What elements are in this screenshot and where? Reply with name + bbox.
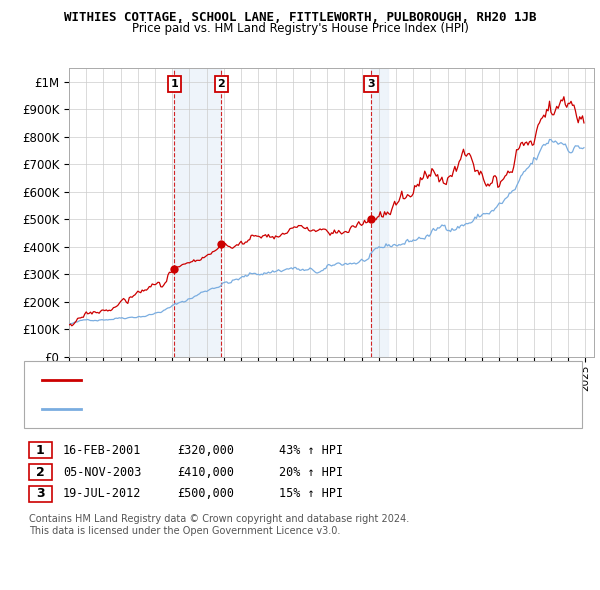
Text: 20% ↑ HPI: 20% ↑ HPI xyxy=(279,466,343,478)
Text: £410,000: £410,000 xyxy=(177,466,234,478)
Text: WITHIES COTTAGE, SCHOOL LANE, FITTLEWORTH, PULBOROUGH, RH20 1JB (detached h: WITHIES COTTAGE, SCHOOL LANE, FITTLEWORT… xyxy=(89,375,545,385)
Bar xyxy=(371,68,388,357)
Text: 15% ↑ HPI: 15% ↑ HPI xyxy=(279,487,343,500)
Text: 2: 2 xyxy=(36,466,44,478)
Bar xyxy=(175,68,221,357)
Text: 16-FEB-2001: 16-FEB-2001 xyxy=(63,444,142,457)
Text: 3: 3 xyxy=(367,78,375,88)
Text: 1: 1 xyxy=(36,444,44,457)
Text: £500,000: £500,000 xyxy=(177,487,234,500)
Text: WITHIES COTTAGE, SCHOOL LANE, FITTLEWORTH, PULBOROUGH, RH20 1JB: WITHIES COTTAGE, SCHOOL LANE, FITTLEWORT… xyxy=(64,11,536,24)
Text: £320,000: £320,000 xyxy=(177,444,234,457)
Text: Price paid vs. HM Land Registry's House Price Index (HPI): Price paid vs. HM Land Registry's House … xyxy=(131,22,469,35)
Text: 05-NOV-2003: 05-NOV-2003 xyxy=(63,466,142,478)
Text: 19-JUL-2012: 19-JUL-2012 xyxy=(63,487,142,500)
Text: 3: 3 xyxy=(36,487,44,500)
Text: This data is licensed under the Open Government Licence v3.0.: This data is licensed under the Open Gov… xyxy=(29,526,340,536)
Text: 1: 1 xyxy=(170,78,178,88)
Text: 43% ↑ HPI: 43% ↑ HPI xyxy=(279,444,343,457)
Text: HPI: Average price, detached house, Chichester: HPI: Average price, detached house, Chic… xyxy=(89,404,338,414)
Text: Contains HM Land Registry data © Crown copyright and database right 2024.: Contains HM Land Registry data © Crown c… xyxy=(29,514,409,525)
Text: 2: 2 xyxy=(217,78,225,88)
